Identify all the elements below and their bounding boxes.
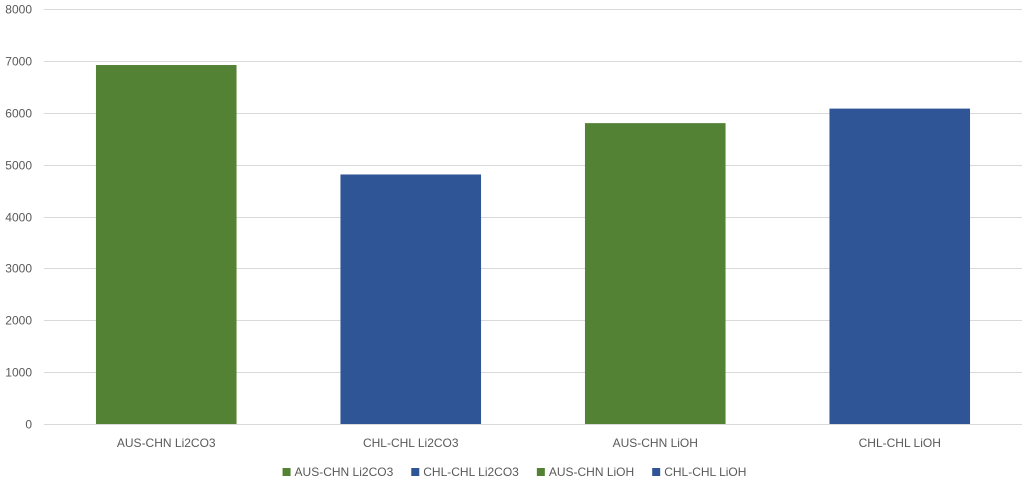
legend-swatch — [411, 468, 420, 476]
x-category-label: AUS-CHN Li2CO3 — [117, 436, 216, 450]
legend-label: AUS-CHN LiOH — [549, 465, 634, 479]
x-category-label: CHL-CHL Li2CO3 — [363, 436, 459, 450]
x-axis-category-labels: AUS-CHN Li2CO3 CHL-CHL Li2CO3 AUS-CHN LiOH… — [117, 436, 941, 450]
y-axis-tick-labels: 0 1000 2000 3000 4000 5000 6000 7000 8000 — [5, 3, 32, 432]
legend-label: CHL-CHL Li2CO3 — [423, 465, 519, 479]
x-category-label: AUS-CHN LiOH — [613, 436, 698, 450]
y-tick-label: 0 — [25, 418, 32, 432]
bar — [584, 123, 726, 424]
y-tick-label: 5000 — [5, 159, 32, 173]
legend-label: AUS-CHN Li2CO3 — [295, 465, 394, 479]
y-tick-label: 4000 — [5, 211, 32, 225]
y-tick-label: 2000 — [5, 314, 32, 328]
bars — [95, 65, 971, 425]
legend: AUS-CHN Li2CO3 CHL-CHL Li2CO3 AUS-CHN LiOH… — [282, 465, 746, 479]
bar — [95, 65, 237, 425]
legend-swatch — [652, 468, 661, 476]
y-tick-label: 3000 — [5, 262, 32, 276]
x-category-label: CHL-CHL LiOH — [859, 436, 941, 450]
bar — [340, 174, 482, 424]
y-tick-label: 8000 — [5, 3, 32, 17]
legend-swatch — [282, 468, 291, 476]
legend-swatch — [536, 468, 545, 476]
legend-label: CHL-CHL LiOH — [664, 465, 746, 479]
bar — [829, 108, 971, 424]
y-tick-label: 7000 — [5, 55, 32, 69]
y-tick-label: 6000 — [5, 107, 32, 121]
y-tick-label: 1000 — [5, 366, 32, 380]
